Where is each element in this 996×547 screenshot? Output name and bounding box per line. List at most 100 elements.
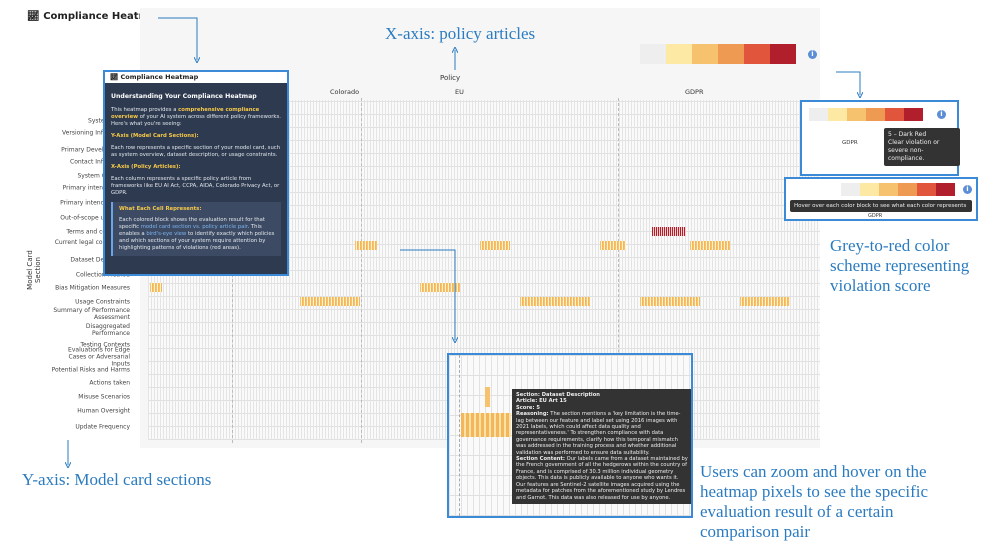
popup-heading: Understanding Your Compliance Heatmap [111,93,257,100]
legend-block [847,108,866,121]
arrow [836,71,860,95]
popup-text: Each row represents a specific section o… [111,145,281,158]
tooltip-content: Section Content: Our labels came from a … [516,456,688,501]
popup-header: 📈︎ Compliance Heatmap [105,72,287,83]
highlight: model card section vs. policy article pa… [140,224,248,230]
legend-block [904,108,923,121]
annotation: Grey-to-red color scheme representing vi… [830,236,970,295]
label: Reasoning: [516,411,549,418]
legend-block [828,108,847,121]
heatmap-cells [150,283,162,292]
legend[interactable] [640,44,796,64]
popup-box: What Each Cell Represents: Each colored … [111,202,281,256]
text: . This enables a [119,224,262,237]
text: to identify exactly which policies and w… [119,231,275,251]
chart-icon: 📈︎ [27,11,40,22]
label: Section Content: [516,456,565,463]
row-label: Collection Method [75,271,130,279]
heatmap-cells [690,241,730,250]
legend-block[interactable] [718,44,744,64]
legend-block [936,183,955,196]
zoomed-cells [485,387,490,407]
heatmap-cells [652,227,686,236]
text: of your AI system across different polic… [111,114,281,127]
legend-block[interactable] [744,44,770,64]
legend-block [860,183,879,196]
legend-info[interactable]: i [808,50,817,59]
tooltip-section: Section: Dataset Description [516,392,600,398]
row-label: Primary intended uses [62,184,130,192]
heatmap-cells [300,297,360,306]
tooltip-reasoning: Reasoning: The section mentions a 'key l… [516,411,688,456]
popup-subheading: X-Axis (Policy Articles): [111,164,181,170]
group-divider [618,98,619,443]
legend-callout: i GDPR 5 – Dark Red Clear violation or s… [800,100,960,176]
heatmap-cells [740,297,790,306]
row-label: Misuse Scenarios [78,393,130,401]
legend-block [866,108,885,121]
row-label: Update Frequency [75,423,130,431]
legend-block[interactable] [666,44,692,64]
group-divider [361,98,362,443]
row-label: Out-of-scope use cases [60,214,130,222]
text: The section mentions a 'key limitation i… [516,411,681,456]
legend-hint: Hover over each color block to see what … [790,200,972,213]
highlight: bird's-eye view [146,231,187,237]
tooltip-article: Article: EU Art 15 [516,398,567,405]
text: Each colored block shows the evaluation … [119,217,265,230]
heatmap-cells [640,297,700,306]
highlight: comprehensive compliance overview [111,107,260,120]
heatmap-cells [355,241,377,250]
annotation: X-axis: policy articles [385,24,536,43]
y-axis-title: Model Card Section [26,250,42,290]
legend-callout: i Hover over each color block to see wha… [784,177,978,221]
popup-intro: This heatmap provides a comprehensive co… [111,107,281,128]
row-label: Dataset Description [70,256,130,264]
text: This heatmap provides a [111,107,179,113]
row-label: Potential Risks and Harms [51,366,130,374]
annotation: Users can zoom and hover on the heatmap … [700,462,928,541]
row-label: Primary intended users [60,199,130,207]
heatmap-cells [520,297,590,306]
legend-tooltip: 5 – Dark Red Clear violation or severe n… [884,128,960,166]
legend-block[interactable] [640,44,666,64]
row-label: Evaluations for Edge Cases or Adversaria… [68,346,130,368]
popup-text: Each column represents a specific policy… [111,176,280,196]
popup-subheading: Y-Axis (Model Card Sections): [111,133,199,139]
popup-subheading: What Each Cell Represents: [119,206,202,212]
row-label: Primary Developer/Org [61,146,130,154]
legend-copy [841,183,955,196]
zoom-callout: Section: Dataset Description Article: EU… [447,353,693,518]
annotation: Y-axis: Model card sections [22,470,212,489]
row-label: Usage Constraints [75,298,130,306]
legend-block [898,183,917,196]
row-label: Terms and conditions [66,228,130,236]
legend-block [885,108,904,121]
row-label: Bias Mitigation Measures [55,284,130,292]
title: Compliance Heatmap [43,11,163,22]
heatmap-cells [600,241,626,250]
heatmap-cells [420,283,460,292]
cell-tooltip: Section: Dataset Description Article: EU… [512,389,691,504]
popup-title: Compliance Heatmap [120,73,199,81]
legend-info: i [963,185,972,194]
score-text: Clear violation or severe non-compliance… [888,139,940,162]
row-label: Actions taken [89,379,130,387]
legend-block [841,183,860,196]
legend-block [879,183,898,196]
score-title: 5 – Dark Red [888,131,927,138]
row-label: Testing Contexts [80,341,130,349]
group-label: GDPR [842,140,858,146]
group-label: GDPR [868,213,883,219]
legend-copy [809,108,923,121]
help-popup: 📈︎ Compliance Heatmap Understanding Your… [103,70,289,276]
group-label: GDPR [685,88,704,96]
row-label: Human Oversight [77,407,130,415]
legend-block[interactable] [770,44,796,64]
x-axis-title: Policy [440,74,461,82]
legend-block[interactable] [692,44,718,64]
row-label: Disaggregated Performance [85,323,130,337]
group-label: EU [455,88,464,96]
row-label: Versioning Information [62,129,130,137]
group-label: Colorado [330,88,360,96]
